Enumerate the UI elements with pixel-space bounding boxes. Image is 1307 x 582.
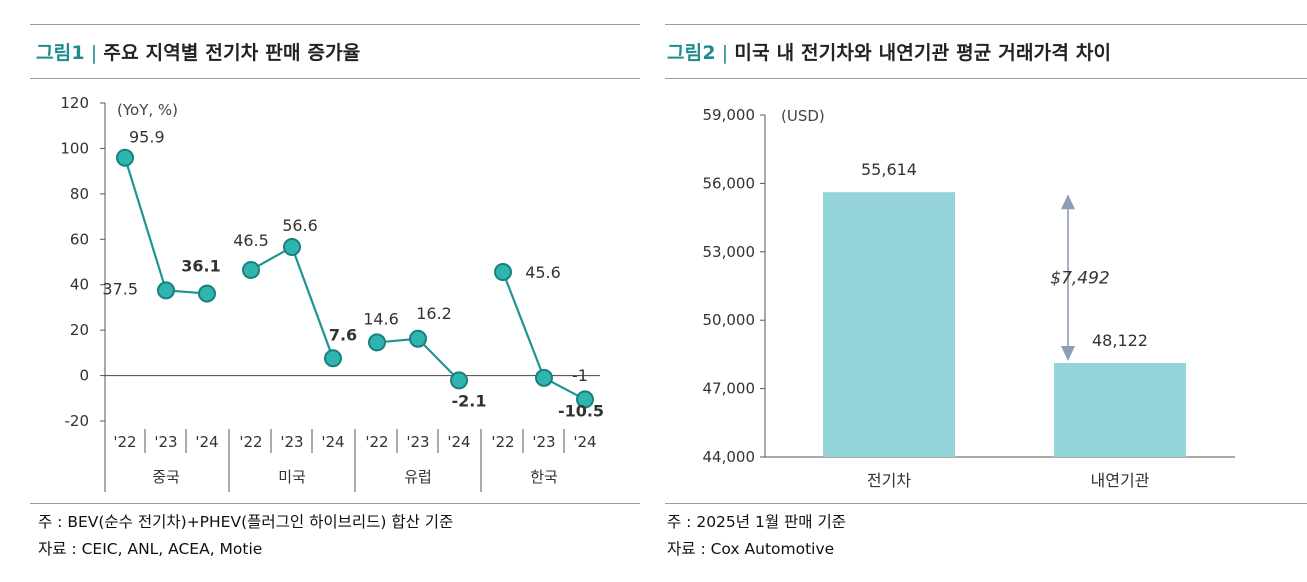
data-label: 7.6 xyxy=(329,325,357,344)
data-label: 16.2 xyxy=(416,304,452,323)
figure-2-number: 그림2 xyxy=(667,42,716,64)
x-year-label: '24 xyxy=(195,433,218,451)
figure-2-title-text: 미국 내 전기차와 내연기관 평균 거래가격 차이 xyxy=(734,42,1112,64)
data-point xyxy=(324,349,342,368)
x-year-label: '22 xyxy=(365,433,388,451)
growth-line-chart: -20 0 20 40 60 80 100 120 (YoY, %) '22 '23 '24 중국 '22… xyxy=(60,94,604,492)
x-year-label: '23 xyxy=(154,433,177,451)
title-rule xyxy=(665,78,1307,79)
y-tick-label: 40 xyxy=(70,276,89,294)
x-category-label: 전기차 xyxy=(867,471,911,490)
data-label: 56.6 xyxy=(282,216,318,235)
figure-2-note: 주 : 2025년 1월 판매 기준 xyxy=(667,513,846,531)
data-label: 14.6 xyxy=(363,309,399,328)
data-point xyxy=(198,284,216,303)
y-tick-label: 20 xyxy=(70,321,89,339)
figure-1-note: 주 : BEV(순수 전기차)+PHEV(플러그인 하이브리드) 합산 기준 xyxy=(38,513,454,531)
x-year-label: '23 xyxy=(280,433,303,451)
figure-1-panel: 그림1 | 주요 지역별 전기차 판매 증가율 -20 0 20 40 60 80 100 120… xyxy=(0,0,640,582)
difference-arrow-head-up xyxy=(1061,194,1075,210)
figure-2-panel: 그림2 | 미국 내 전기차와 내연기관 평균 거래가격 차이 44,000 47,0… xyxy=(655,0,1307,582)
data-label: -1 xyxy=(572,366,588,385)
y-unit-label: (USD) xyxy=(781,107,825,125)
data-label: 95.9 xyxy=(129,128,165,147)
y-tick-label: 56,000 xyxy=(703,174,756,192)
x-year-label: '22 xyxy=(491,433,514,451)
figure-1-number: 그림1 xyxy=(36,42,85,64)
y-tick-label: 59,000 xyxy=(703,106,756,124)
data-label: -2.1 xyxy=(452,391,487,410)
series-line-1 xyxy=(250,245,335,359)
bottom-rule xyxy=(665,503,1307,504)
y-tick-label: 50,000 xyxy=(703,311,756,329)
x-year-label: '23 xyxy=(532,433,555,451)
data-point xyxy=(494,262,512,281)
data-point xyxy=(242,260,260,279)
difference-arrow-head-down xyxy=(1061,346,1075,362)
title-separator: | xyxy=(90,42,98,64)
data-label: 46.5 xyxy=(233,231,269,250)
data-point xyxy=(450,371,468,390)
data-point xyxy=(283,238,301,257)
difference-label: $7,492 xyxy=(1050,269,1109,289)
figure-2-title: 그림2 | 미국 내 전기차와 내연기관 평균 거래가격 차이 xyxy=(667,38,1111,65)
figure-1-title-text: 주요 지역별 전기차 판매 증가율 xyxy=(103,42,361,64)
x-year-label: '22 xyxy=(113,433,136,451)
bar-0 xyxy=(823,192,955,457)
x-category-label: 내연기관 xyxy=(1091,471,1150,490)
y-tick-label: 0 xyxy=(79,367,89,385)
figure-1-source: 자료 : CEIC, ANL, ACEA, Motie xyxy=(38,540,263,558)
x-group-label: 중국 xyxy=(152,468,180,486)
data-point xyxy=(157,281,175,300)
x-year-label: '23 xyxy=(406,433,429,451)
figure-1-title: 그림1 | 주요 지역별 전기차 판매 증가율 xyxy=(36,38,361,65)
bottom-rule xyxy=(30,503,640,504)
data-label: 45.6 xyxy=(525,263,561,282)
y-tick-label: 120 xyxy=(60,94,89,112)
x-year-label: '22 xyxy=(239,433,262,451)
y-tick-label: 80 xyxy=(70,185,89,203)
y-tick-label: -20 xyxy=(65,412,90,430)
data-point xyxy=(535,368,553,387)
x-year-label: '24 xyxy=(573,433,596,451)
y-tick-label: 44,000 xyxy=(703,448,756,466)
figure-2-source: 자료 : Cox Automotive xyxy=(667,540,835,558)
x-group-label: 미국 xyxy=(278,468,306,486)
y-unit-label: (YoY, %) xyxy=(117,101,178,119)
x-group-label: 유럽 xyxy=(404,468,432,486)
bar-value-label: 55,614 xyxy=(861,160,917,179)
y-tick-label: 100 xyxy=(60,139,89,157)
price-bar-chart: 44,000 47,000 50,000 53,000 56,000 59,000 (USD… xyxy=(703,106,1235,490)
x-year-label: '24 xyxy=(447,433,470,451)
data-point xyxy=(409,329,427,348)
data-label: -10.5 xyxy=(558,401,604,420)
title-separator: | xyxy=(721,42,729,64)
y-tick-label: 53,000 xyxy=(703,243,756,261)
y-tick-label: 60 xyxy=(70,230,89,248)
top-rule xyxy=(30,24,640,25)
title-rule xyxy=(30,78,640,79)
data-point xyxy=(368,333,386,352)
x-group-label: 한국 xyxy=(530,468,558,486)
y-tick-label: 47,000 xyxy=(703,380,756,398)
x-year-label: '24 xyxy=(321,433,344,451)
data-point xyxy=(576,390,594,409)
data-point xyxy=(116,148,134,167)
data-label: 37.5 xyxy=(102,279,138,298)
top-rule xyxy=(665,24,1307,25)
bar-value-label: 48,122 xyxy=(1092,331,1148,350)
data-label: 36.1 xyxy=(181,257,220,276)
bar-1 xyxy=(1054,363,1186,457)
